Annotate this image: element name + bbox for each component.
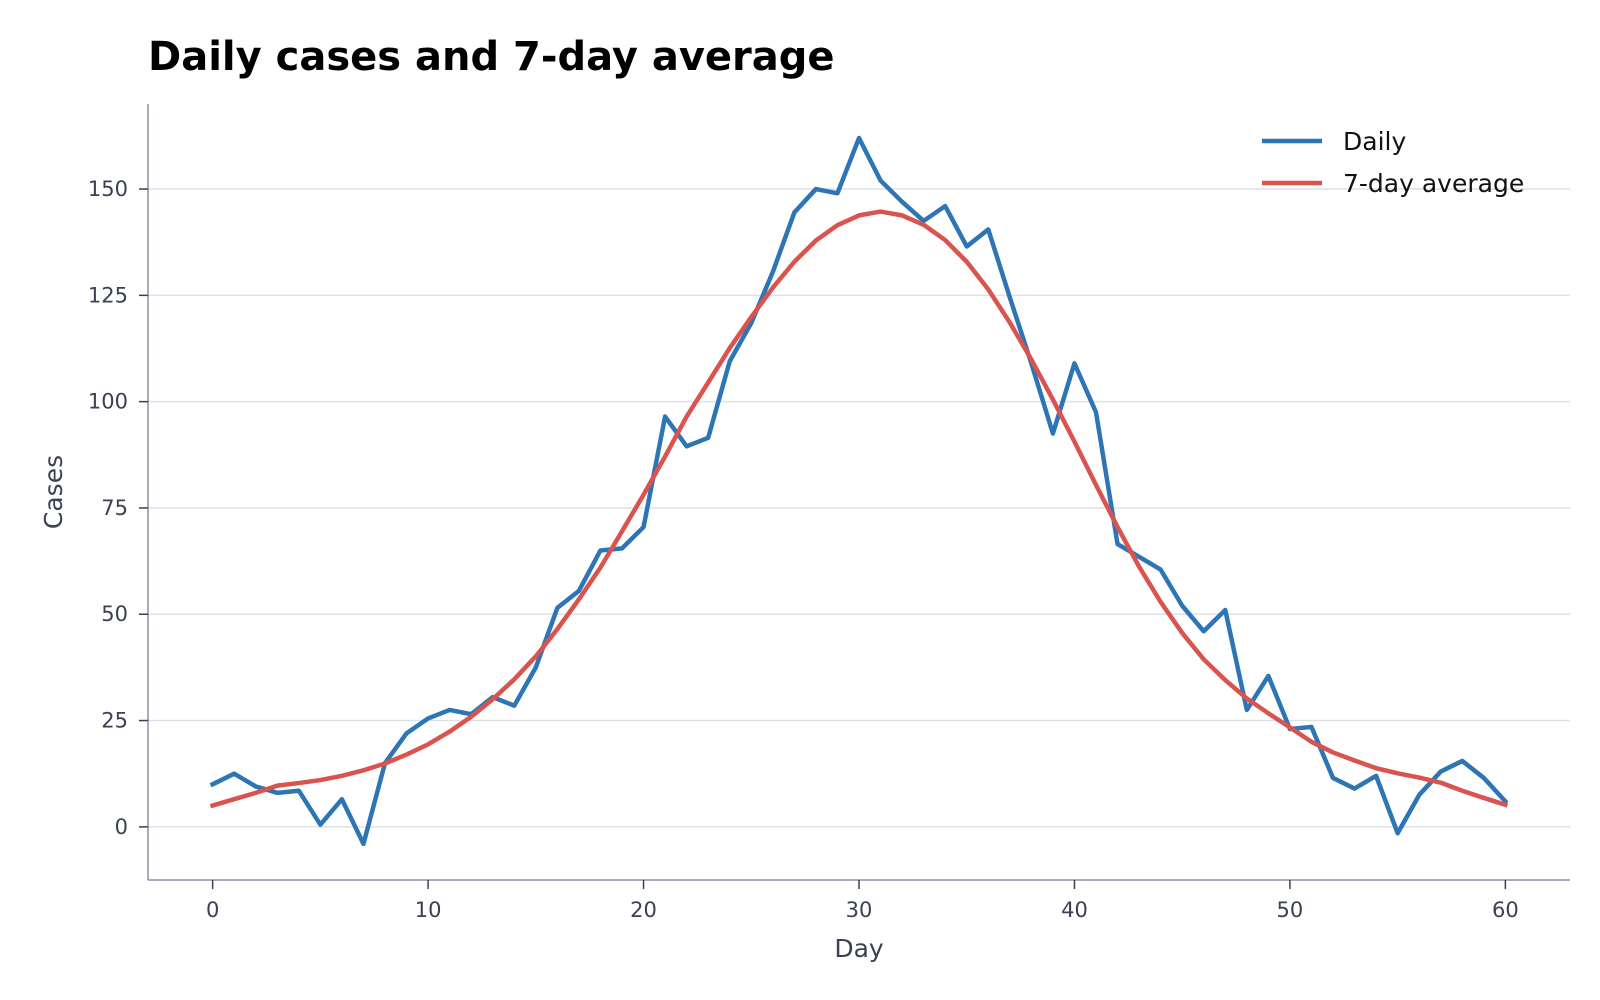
x-axis-ticks: 0 10 20 30 40 50 60 <box>206 880 1519 922</box>
series-lines <box>209 135 1509 847</box>
x-tick-label-0: 0 <box>206 898 219 922</box>
grid-lines <box>148 188 1570 828</box>
y-tick-label-25: 25 <box>101 709 128 733</box>
y-tick-label-75: 75 <box>101 496 128 520</box>
x-tick-label-40: 40 <box>1061 898 1088 922</box>
x-tick-label-60: 60 <box>1492 898 1519 922</box>
y-tick-label-150: 150 <box>88 177 128 201</box>
x-tick-label-20: 20 <box>630 898 657 922</box>
x-tick-label-50: 50 <box>1277 898 1304 922</box>
y-tick-label-100: 100 <box>88 390 128 414</box>
x-tick-label-30: 30 <box>846 898 873 922</box>
chart-title: Daily cases and 7-day average <box>148 34 835 80</box>
y-tick-label-0: 0 <box>115 815 128 839</box>
legend-label-7-day-average: 7-day average <box>1343 169 1524 198</box>
y-axis-label: Cases <box>39 455 68 529</box>
legend-label-daily: Daily <box>1343 127 1406 156</box>
y-tick-label-50: 50 <box>101 602 128 626</box>
x-tick-label-10: 10 <box>415 898 442 922</box>
y-tick-label-125: 125 <box>88 283 128 307</box>
series-line-7-day-average <box>209 209 1509 809</box>
x-axis-label: Day <box>834 934 884 963</box>
y-axis-ticks: 0 25 50 75 100 125 150 <box>88 177 148 839</box>
series-line-daily <box>209 135 1509 847</box>
legend: Daily 7-day average <box>1262 127 1524 198</box>
